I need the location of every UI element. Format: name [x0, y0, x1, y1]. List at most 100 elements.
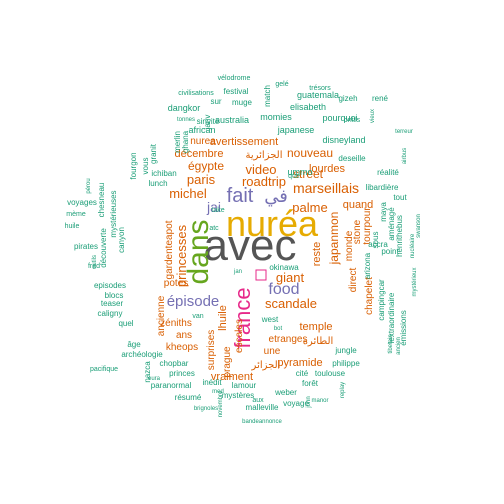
- word-deseille: deseille: [338, 154, 366, 163]
- word-decouverte: découverte: [99, 228, 108, 268]
- word-lamour: lamour: [232, 381, 257, 390]
- word-pirates: pirates: [74, 242, 98, 251]
- word-libardiere: libardière: [366, 183, 399, 192]
- word-okinawa: okinawa: [269, 263, 299, 272]
- word-huile: huile: [65, 223, 80, 230]
- word-street: street: [293, 167, 324, 181]
- word-lhuile: lhuile: [217, 305, 229, 331]
- word-vraiment: vraiment: [211, 371, 253, 383]
- word-princes: princes: [169, 369, 195, 378]
- word-pyramide: pyramide: [277, 357, 322, 369]
- word-lextraordinaire: lextraordinaire: [387, 292, 396, 343]
- word-chopbar: chopbar: [160, 359, 189, 368]
- word-nurea: nuréa: [226, 203, 319, 244]
- word-episodes: episodes: [94, 281, 126, 290]
- word-maya: maya: [379, 202, 388, 222]
- word-nazca: nazca: [143, 361, 152, 383]
- word-airbus: airbus: [402, 148, 408, 164]
- word-potes: potes: [164, 278, 188, 289]
- word-chesneau: chesneau: [97, 183, 106, 218]
- word-malleville: malleville: [246, 403, 279, 412]
- word-chapelet: chapelet: [364, 277, 375, 315]
- word-fi: في: [264, 186, 288, 206]
- word-lourdes: lourdes: [309, 163, 346, 175]
- word-ans: ans: [176, 330, 192, 341]
- word-fred: fred: [88, 263, 100, 270]
- word-take: take: [211, 207, 224, 214]
- word-ghana: ghana: [181, 130, 190, 153]
- word-australia: australia: [215, 115, 249, 125]
- word-philippe: philippe: [332, 359, 360, 368]
- word-blocs: blocs: [105, 291, 124, 300]
- word-egypte: égypte: [188, 159, 224, 173]
- word-john: john: [306, 396, 312, 408]
- word-match: match: [263, 85, 272, 107]
- word-tibetain: tibetain: [388, 334, 394, 353]
- word-emissions: émissions: [399, 310, 408, 346]
- word-muge: muge: [232, 98, 253, 107]
- word-nouveau: nouveau: [287, 146, 333, 160]
- word-jungle: jungle: [334, 346, 357, 355]
- word-african: african: [188, 125, 215, 135]
- word-point: point: [381, 247, 399, 256]
- word-ancienne: ancienne: [156, 295, 167, 336]
- word-scandale: scandale: [265, 296, 317, 311]
- word-guatemala: guatemala: [297, 90, 339, 100]
- word-archeologie: archéologie: [121, 350, 163, 359]
- word-arabic-algeria: الجزائر: [251, 360, 281, 371]
- word-direct: direct: [348, 268, 359, 293]
- word-avec: avec: [204, 221, 297, 270]
- word-quand: quand: [343, 199, 374, 211]
- word-novembre: novembre: [218, 390, 224, 417]
- word-eura: eura: [148, 376, 161, 382]
- word-caligny: caligny: [98, 309, 123, 318]
- word-tonnes: tonnes: [177, 117, 195, 123]
- word-velodrome: vélodrome: [218, 75, 251, 82]
- word-giant: giant: [276, 270, 305, 285]
- word-ancien: ancien: [396, 337, 402, 355]
- word-palme: palme: [292, 200, 327, 215]
- word-paranormal: paranormal: [151, 381, 192, 390]
- word-monde: monde: [344, 230, 355, 261]
- word-elisabeth: elisabeth: [290, 102, 326, 112]
- word-festival: festival: [224, 87, 249, 96]
- word-que: que: [288, 173, 300, 180]
- word-tout: tout: [393, 193, 407, 202]
- word-mysterieux: mystérieux: [412, 267, 418, 296]
- word-brignoles: brignoles: [194, 406, 218, 412]
- word-temple: temple: [299, 321, 332, 333]
- word-arabic-plane: الطائرة: [303, 336, 334, 347]
- word-meme: mème: [66, 211, 86, 218]
- word-quel: quel: [118, 319, 133, 328]
- word-japanese: japanese: [277, 125, 315, 135]
- word-accra: accra: [368, 240, 388, 249]
- word-food: food: [268, 281, 299, 298]
- word-prague: prague: [222, 346, 233, 378]
- word-civilisations: civilisations: [178, 90, 214, 97]
- word-jai: jai: [206, 199, 221, 215]
- word-fait: fait: [227, 185, 254, 207]
- word-cite: cité: [296, 369, 309, 378]
- glyph-box-mark: [255, 269, 267, 281]
- word-vieux: vieux: [370, 109, 376, 123]
- word-ummo: ummo: [287, 167, 312, 177]
- word-disneyland: disneyland: [322, 135, 365, 145]
- word-decembre: décembre: [175, 148, 224, 160]
- word-marseillais: marseillais: [293, 180, 359, 196]
- word-stone: stone: [352, 219, 363, 244]
- word-age: âge: [127, 340, 141, 349]
- word-amenage: aménagé: [387, 207, 396, 241]
- word-escales: escales: [234, 319, 245, 353]
- word-gele: gelé: [275, 81, 288, 88]
- word-mysteres: mystères: [222, 391, 254, 400]
- word-manor: manor: [311, 398, 328, 404]
- word-campingcar: campingcar: [377, 279, 386, 321]
- word-surprises: surprises: [206, 330, 217, 371]
- word-ontils: ontils: [344, 117, 361, 124]
- word-west: west: [261, 315, 279, 324]
- word-japanmon: japanmon: [327, 212, 341, 266]
- word-kheops: kheops: [166, 342, 198, 353]
- word-zeniths: zéniths: [160, 318, 192, 329]
- word-pourquoi: pourquoi: [322, 113, 357, 123]
- word-weber: weber: [274, 388, 297, 397]
